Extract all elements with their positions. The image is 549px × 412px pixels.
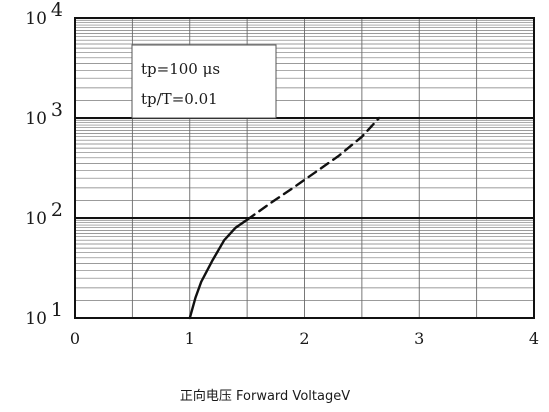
plot-border	[74, 17, 535, 319]
x-tick-label: 0	[70, 329, 80, 348]
annotation-pulse-width: tp=100 μs	[141, 60, 220, 78]
y-tick-exponent: 1	[51, 299, 63, 321]
y-tick-base: 10	[25, 9, 47, 29]
series-lines	[188, 116, 381, 320]
x-axis-label: 正向电压 Forward VoltageV	[180, 388, 350, 404]
x-tick-label: 1	[185, 329, 195, 348]
y-tick-exponent: 4	[51, 0, 63, 21]
y-tick-label: 10 2	[25, 199, 63, 229]
annotation-duty-cycle: tp/T=0.01	[141, 90, 218, 108]
series-line-dashed	[245, 116, 381, 221]
y-tick-exponent: 3	[51, 99, 63, 121]
y-tick-base: 10	[25, 109, 47, 129]
x-tick-labels: 0 1 2 3 4	[70, 329, 539, 348]
y-tick-label: 10 4	[25, 0, 63, 29]
series-line-solid	[188, 218, 249, 320]
y-tick-label: 10 1	[25, 299, 63, 329]
y-tick-base: 10	[25, 209, 47, 229]
x-tick-label: 4	[529, 329, 539, 348]
x-tick-label: 3	[414, 329, 424, 348]
y-tick-base: 10	[25, 309, 47, 329]
x-tick-label: 2	[299, 329, 309, 348]
annotation-box: tp=100 μs tp/T=0.01	[131, 44, 277, 119]
minor-gridlines	[75, 18, 534, 318]
y-tick-label: 10 3	[25, 99, 63, 129]
y-tick-exponent: 2	[51, 199, 63, 221]
plot-frame	[74, 17, 535, 319]
